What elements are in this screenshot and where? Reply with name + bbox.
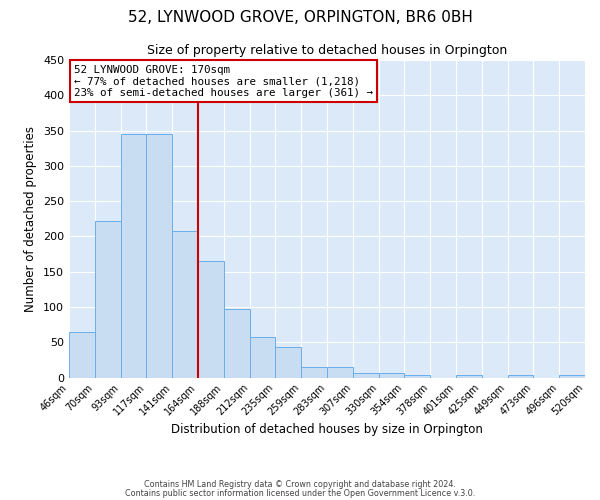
Text: 52, LYNWOOD GROVE, ORPINGTON, BR6 0BH: 52, LYNWOOD GROVE, ORPINGTON, BR6 0BH <box>128 10 472 25</box>
Bar <box>275 347 301 378</box>
Bar <box>121 134 146 378</box>
Bar <box>198 261 224 378</box>
Bar <box>301 367 327 378</box>
Title: Size of property relative to detached houses in Orpington: Size of property relative to detached ho… <box>147 44 507 58</box>
Bar <box>404 374 430 378</box>
Bar <box>250 338 275 378</box>
Text: 52 LYNWOOD GROVE: 170sqm
← 77% of detached houses are smaller (1,218)
23% of sem: 52 LYNWOOD GROVE: 170sqm ← 77% of detach… <box>74 65 373 98</box>
Bar <box>559 376 585 378</box>
Bar <box>353 372 379 378</box>
Bar <box>69 332 95 378</box>
Bar <box>172 230 198 378</box>
Text: Contains public sector information licensed under the Open Government Licence v.: Contains public sector information licen… <box>125 488 475 498</box>
Bar <box>146 134 172 378</box>
Text: Contains HM Land Registry data © Crown copyright and database right 2024.: Contains HM Land Registry data © Crown c… <box>144 480 456 489</box>
Bar <box>456 374 482 378</box>
Bar <box>508 376 533 378</box>
Bar <box>379 372 404 378</box>
Bar <box>327 367 353 378</box>
Bar <box>95 221 121 378</box>
X-axis label: Distribution of detached houses by size in Orpington: Distribution of detached houses by size … <box>171 423 483 436</box>
Y-axis label: Number of detached properties: Number of detached properties <box>25 126 37 312</box>
Bar <box>224 309 250 378</box>
